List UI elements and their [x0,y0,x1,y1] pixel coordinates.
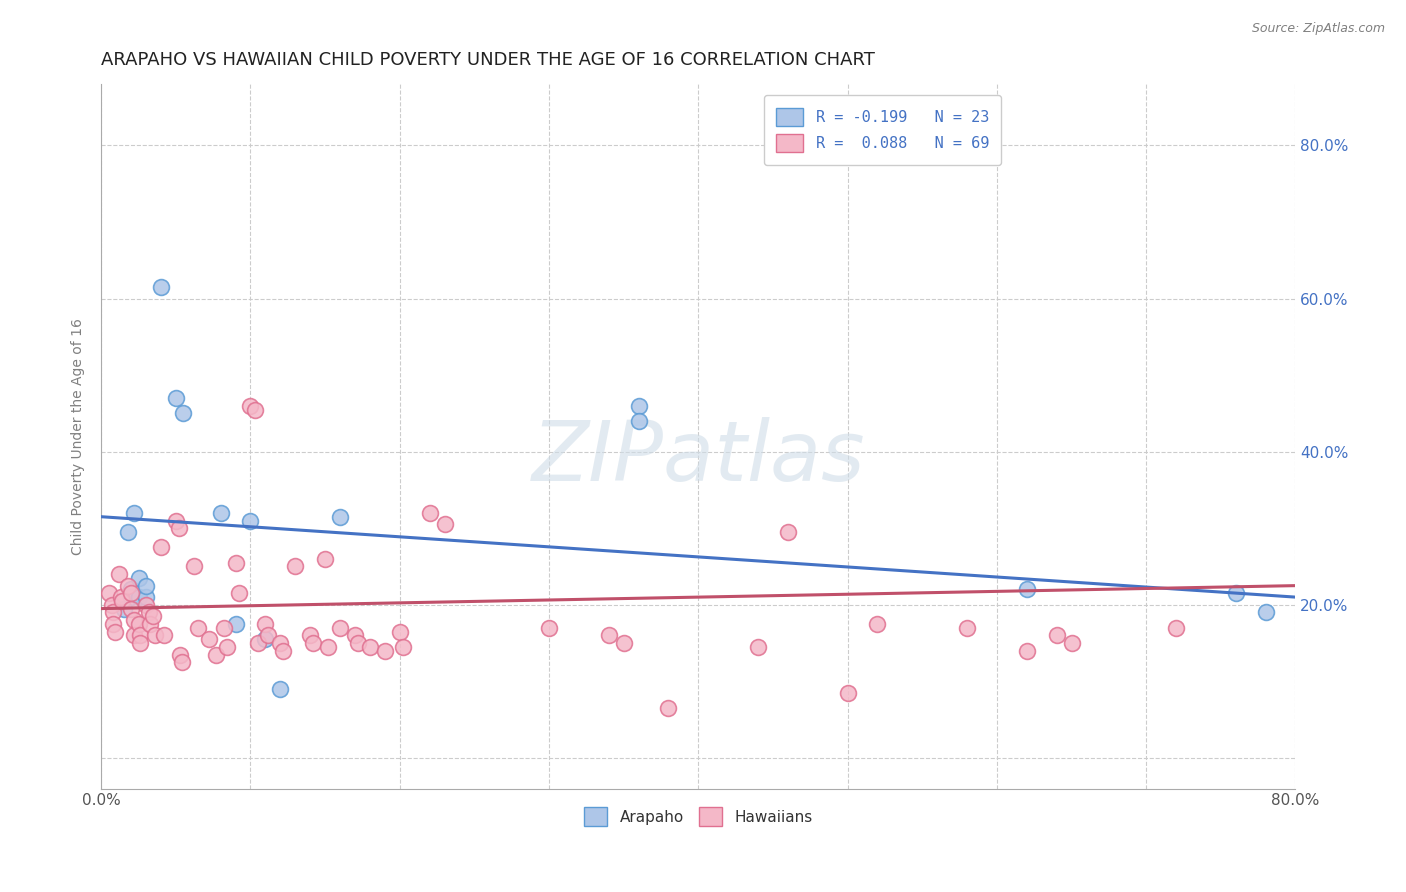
Point [433,517,456,532]
Point [187,621,209,635]
Point [129,628,152,642]
Point [747,640,769,654]
Point [135,579,157,593]
Point [269,636,291,650]
Point [1015,643,1038,657]
Point [284,559,307,574]
Point [1254,606,1277,620]
Point [299,628,322,642]
Point [209,506,232,520]
Point [149,280,172,294]
Point [329,509,352,524]
Point [243,402,266,417]
Point [329,621,352,635]
Point [388,624,411,639]
Point [139,616,162,631]
Point [122,506,145,520]
Point [314,551,336,566]
Point [120,582,142,597]
Point [538,621,561,635]
Point [657,701,679,715]
Point [122,628,145,642]
Point [120,590,142,604]
Point [170,655,193,669]
Point [172,406,194,420]
Text: ARAPAHO VS HAWAIIAN CHILD POVERTY UNDER THE AGE OF 16 CORRELATION CHART: ARAPAHO VS HAWAIIAN CHILD POVERTY UNDER … [101,51,875,69]
Point [135,598,157,612]
Point [112,601,135,615]
Point [129,636,152,650]
Point [128,590,150,604]
Text: ZIPatlas: ZIPatlas [531,417,865,498]
Point [117,579,139,593]
Point [343,628,366,642]
Point [117,524,139,539]
Point [254,632,277,647]
Point [101,606,124,620]
Point [956,621,979,635]
Point [215,640,238,654]
Point [228,586,250,600]
Point [97,586,120,600]
Point [269,681,291,696]
Point [1164,621,1187,635]
Point [627,399,650,413]
Point [225,616,247,631]
Point [197,632,219,647]
Point [347,636,370,650]
Point [169,648,191,662]
Point [165,514,187,528]
Point [627,414,650,428]
Point [167,521,190,535]
Point [183,559,205,574]
Point [1015,582,1038,597]
Point [273,643,295,657]
Point [254,616,277,631]
Legend: Arapaho, Hawaiians: Arapaho, Hawaiians [576,800,820,834]
Point [108,567,131,582]
Point [1225,586,1247,600]
Point [165,391,187,405]
Point [110,590,132,604]
Y-axis label: Child Poverty Under the Age of 16: Child Poverty Under the Age of 16 [72,318,86,555]
Point [598,628,620,642]
Point [153,628,176,642]
Point [613,636,636,650]
Point [111,594,134,608]
Point [239,399,262,413]
Point [1060,636,1083,650]
Point [391,640,413,654]
Point [212,621,235,635]
Point [225,556,247,570]
Point [257,628,280,642]
Point [776,524,799,539]
Point [1046,628,1069,642]
Point [128,616,150,631]
Point [120,601,142,615]
Point [419,506,441,520]
Point [374,643,396,657]
Point [122,613,145,627]
Point [135,590,157,604]
Point [359,640,381,654]
Point [837,686,859,700]
Point [205,648,228,662]
Point [239,514,262,528]
Point [120,586,142,600]
Point [104,624,127,639]
Point [142,609,165,624]
Point [138,606,160,620]
Point [100,598,122,612]
Point [128,571,150,585]
Text: Source: ZipAtlas.com: Source: ZipAtlas.com [1251,22,1385,36]
Point [101,616,124,631]
Point [143,628,166,642]
Point [316,640,339,654]
Point [302,636,325,650]
Point [149,541,172,555]
Point [246,636,269,650]
Point [866,616,889,631]
